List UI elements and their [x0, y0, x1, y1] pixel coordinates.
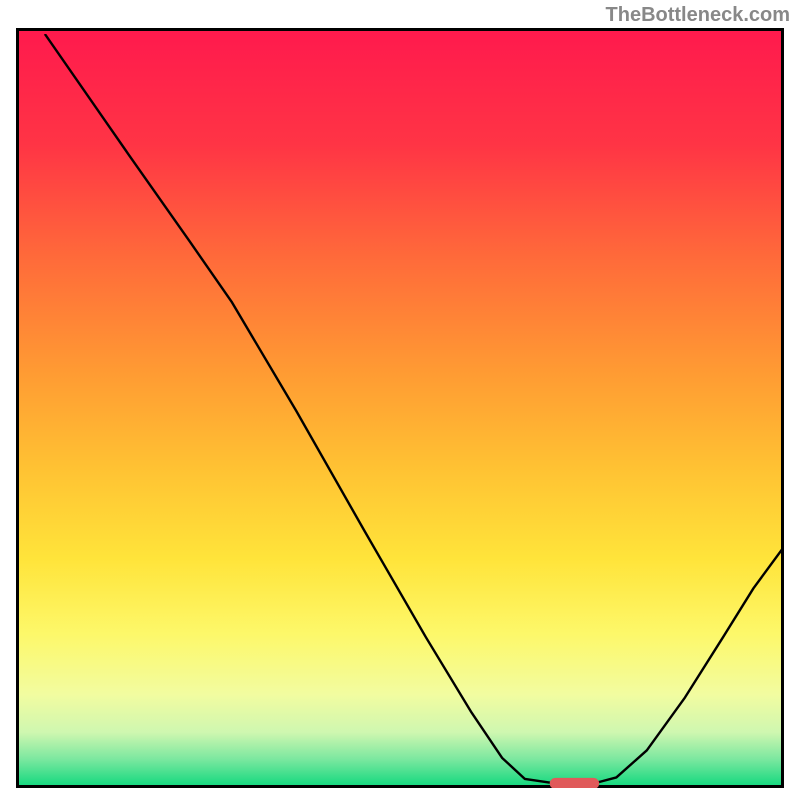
bottleneck-curve: [45, 34, 784, 783]
watermark-text: TheBottleneck.com: [606, 4, 790, 27]
chart-overlay-svg: [22, 34, 784, 788]
optimal-marker: [550, 778, 600, 788]
chart-plot-area: [16, 28, 784, 788]
